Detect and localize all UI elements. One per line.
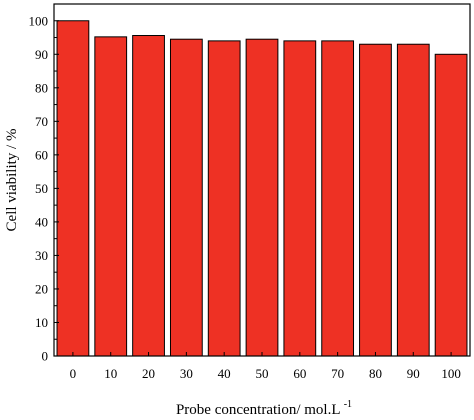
- x-tick-label: 90: [407, 366, 420, 381]
- y-tick-label: 50: [35, 181, 48, 196]
- y-axis-ticks: 0 10 20 30 40 50 60 70 80 90 100: [29, 13, 59, 364]
- x-tick-label: 70: [331, 366, 344, 381]
- x-axis-label: Probe concentration/ mol.L -1: [176, 399, 352, 418]
- y-tick-label: 40: [35, 214, 48, 229]
- bar-20: [132, 35, 165, 357]
- x-axis-label-superscript: -1: [344, 399, 352, 410]
- bar-40: [207, 40, 241, 357]
- x-tick-label: 30: [180, 366, 193, 381]
- x-axis-label-text: Probe concentration/ mol.L: [176, 402, 340, 418]
- bar-30: [169, 38, 203, 357]
- x-tick-label: 40: [218, 366, 231, 381]
- y-tick-label: 90: [35, 47, 48, 62]
- y-tick-label: 0: [42, 349, 49, 364]
- x-tick-label: 80: [369, 366, 382, 381]
- x-tick-label: 10: [104, 366, 117, 381]
- x-tick-label: 0: [70, 366, 77, 381]
- x-axis-ticks: 0 10 20 30 40 50 60 70 80 90 100: [70, 352, 461, 381]
- bar-0: [56, 20, 90, 357]
- x-tick-label: 20: [142, 366, 155, 381]
- x-tick-label: 50: [256, 366, 269, 381]
- bar-70: [321, 40, 355, 357]
- y-tick-label: 70: [35, 114, 48, 129]
- bar-50: [245, 38, 279, 357]
- y-tick-label: 10: [35, 315, 48, 330]
- x-tick-label: 100: [441, 366, 461, 381]
- y-tick-label: 80: [35, 80, 48, 95]
- x-tick-label: 60: [293, 366, 306, 381]
- y-tick-label: 30: [35, 248, 48, 263]
- bar-60: [283, 40, 317, 357]
- plot-frame: [53, 3, 471, 357]
- y-axis-label: Cell viability / %: [4, 129, 20, 232]
- bar-90: [396, 43, 430, 357]
- bars-group: [56, 20, 468, 357]
- bar-100: [434, 53, 468, 357]
- y-tick-label: 60: [35, 147, 48, 162]
- bar-80: [359, 43, 392, 357]
- y-tick-label: 100: [29, 13, 49, 28]
- bar-10: [94, 36, 128, 357]
- y-tick-label: 20: [35, 281, 48, 296]
